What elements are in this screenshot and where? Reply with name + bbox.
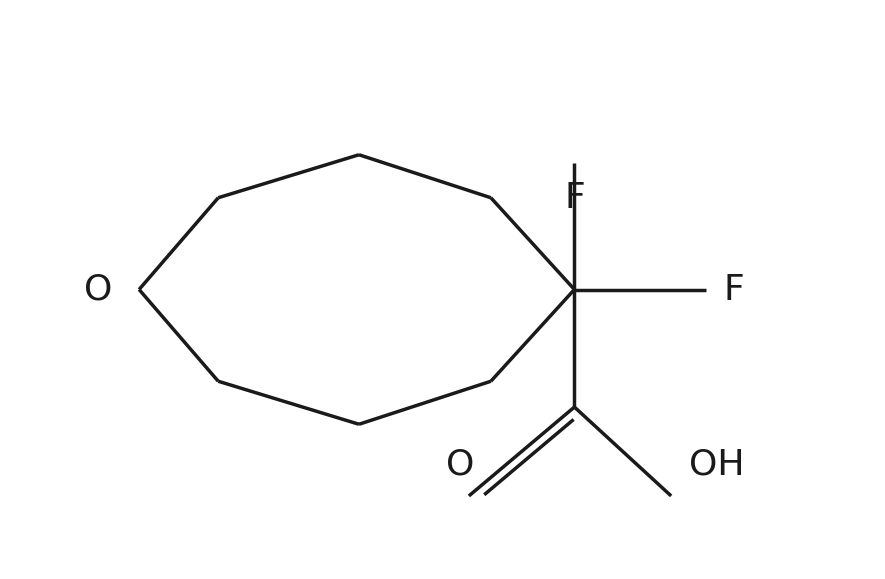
Text: F: F <box>724 273 744 306</box>
Text: O: O <box>84 273 112 306</box>
Text: O: O <box>446 448 474 482</box>
Text: OH: OH <box>689 448 744 482</box>
Text: F: F <box>564 181 585 215</box>
